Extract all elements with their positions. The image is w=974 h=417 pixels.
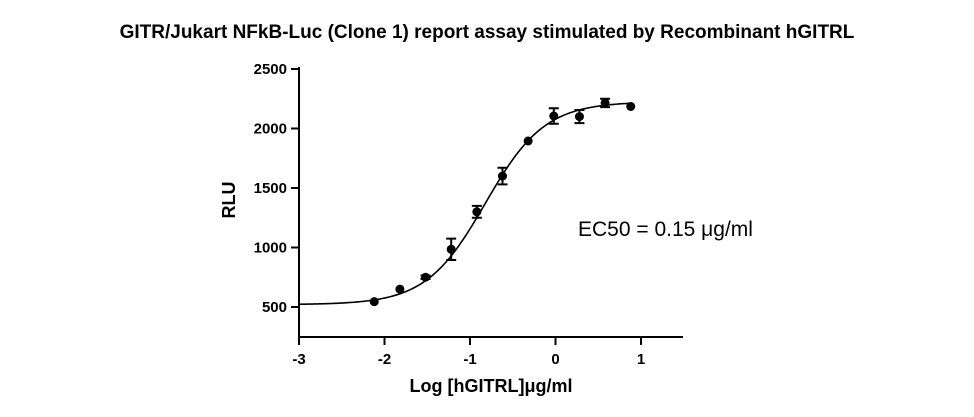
data-point: [523, 136, 533, 146]
chart-title: GITR/Jukart NFkB-Luc (Clone 1) report as…: [120, 22, 855, 43]
y-tick-label: 2000: [254, 121, 287, 138]
data-point: [472, 207, 482, 217]
x-tick-label: 1: [637, 351, 645, 368]
x-tick-label: -2: [378, 351, 391, 368]
data-point: [421, 272, 431, 282]
data-point: [497, 171, 507, 181]
data-point: [626, 101, 636, 111]
y-tick-label: 1000: [254, 240, 287, 257]
data-point: [446, 244, 456, 254]
x-tick-label: 0: [551, 351, 559, 368]
x-tick-label: -1: [463, 351, 476, 368]
axes: 500 1000 1500 2000 2500 -3 -2 -1 0 1: [254, 61, 683, 368]
data-point: [600, 98, 610, 108]
y-axis-ticks: 500 1000 1500 2000 2500: [254, 61, 299, 316]
ec50-annotation: EC50 = 0.15 μg/ml: [578, 218, 753, 241]
x-axis-ticks: -3 -2 -1 0 1: [292, 337, 645, 368]
y-tick-label: 1500: [254, 180, 287, 197]
data-point: [574, 112, 584, 122]
plot-area: [298, 97, 636, 307]
fit-curve: [298, 102, 633, 306]
data-point: [369, 297, 379, 307]
y-axis-label: RLU: [219, 182, 239, 219]
x-tick-label: -3: [292, 351, 305, 368]
data-point: [395, 284, 405, 294]
data-point: [549, 111, 559, 121]
x-axis-label: Log [hGITRL]μg/ml: [410, 376, 573, 396]
data-points: [369, 97, 636, 307]
y-tick-label: 500: [262, 299, 287, 316]
y-tick-label: 2500: [254, 61, 287, 78]
